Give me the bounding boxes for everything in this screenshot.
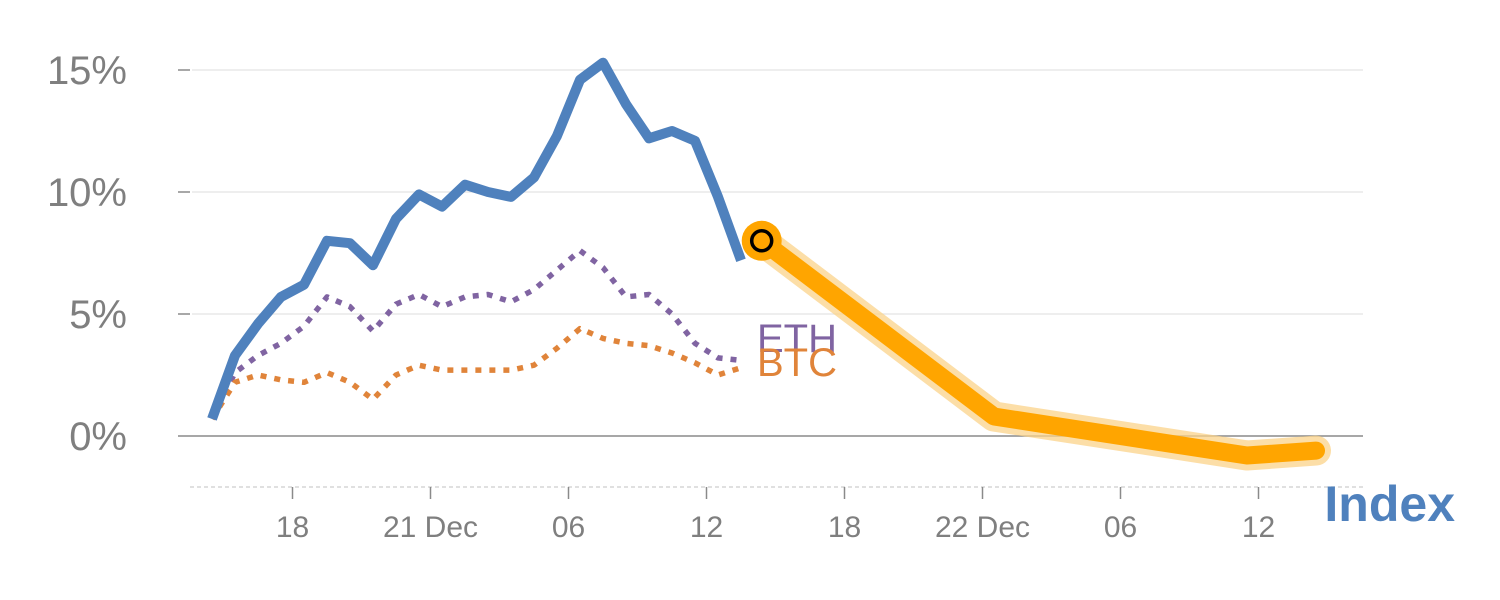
series-forecast-line — [752, 231, 1325, 465]
y-tick-label: 0% — [69, 415, 127, 459]
x-tick-label: 06 — [1104, 511, 1137, 544]
eth-label: ETH — [757, 317, 837, 361]
y-axis: 15% 10% 5% 0% — [47, 49, 127, 459]
marker-layer — [741, 220, 782, 261]
index-title-label: Index — [1324, 476, 1455, 532]
marker-halo — [741, 220, 782, 261]
series-btc-line — [209, 325, 742, 421]
y-tick-label: 5% — [69, 293, 127, 337]
y-tick-label: 15% — [47, 49, 127, 93]
series-eth-line — [209, 247, 742, 421]
x-tick-label: 18 — [828, 511, 861, 544]
x-axis: 18 21 Dec 06 12 18 22 Dec 06 12 — [276, 487, 1275, 544]
x-tick-label: 12 — [690, 511, 723, 544]
marker-ring — [749, 229, 774, 253]
x-tick-label: 18 — [276, 511, 309, 544]
y-tick-label: 10% — [47, 171, 127, 215]
series-index-line — [207, 57, 746, 421]
grid — [178, 69, 1363, 488]
x-tick-label: 06 — [552, 511, 585, 544]
x-tick-label: 12 — [1242, 511, 1275, 544]
series-layer — [207, 57, 1331, 471]
x-tick-label: 21 Dec — [383, 511, 478, 544]
x-tick-label: 22 Dec — [935, 511, 1030, 544]
btc-label: BTC — [757, 341, 837, 385]
